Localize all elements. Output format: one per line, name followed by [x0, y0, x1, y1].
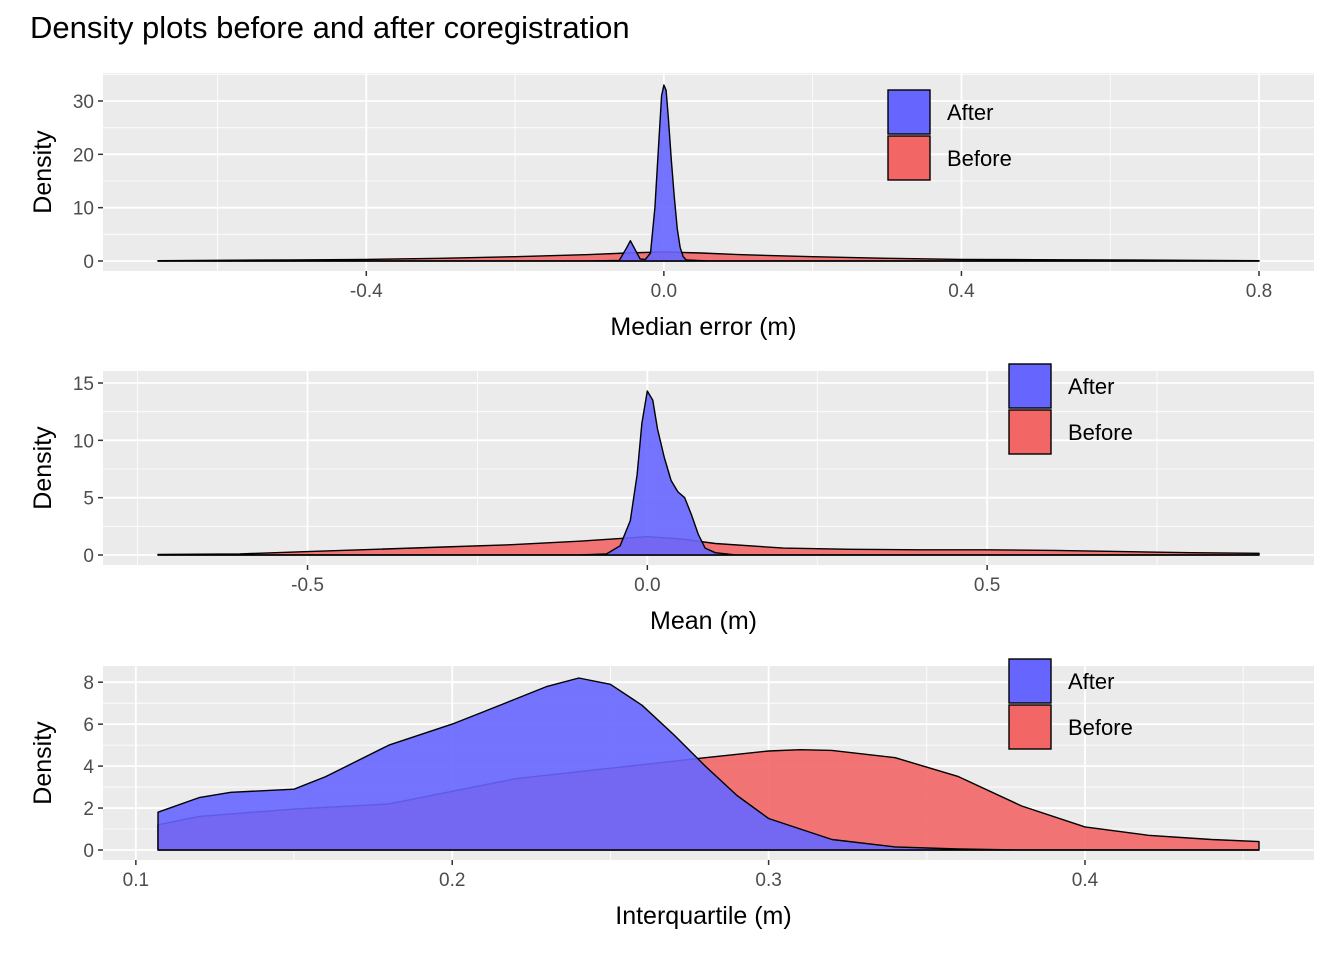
chart-panel-3: 0.1 0.2 0.3 0.4 0 2 4 6 8 Interquartile (m) Densit…: [29, 658, 1314, 930]
y-tick-label: 5: [83, 489, 94, 510]
y-tick-label: 30: [73, 92, 94, 113]
x-tick-label: 0.3: [755, 870, 781, 891]
legend-label-before: Before: [1068, 715, 1133, 740]
y-tick-label: 20: [73, 145, 94, 166]
legend-key-before: [1008, 704, 1052, 750]
legend-label-before: Before: [947, 146, 1012, 171]
legend-key-after: [1008, 658, 1052, 704]
density-area-after: [157, 677, 1260, 851]
density-area-after: [157, 84, 1260, 262]
y-tick-label: 8: [83, 673, 94, 694]
legend-key-before: [887, 135, 931, 181]
x-axis-title: Interquartile (m): [615, 902, 791, 930]
legend-label-after: After: [947, 100, 993, 125]
x-tick-label: -0.5: [291, 575, 324, 596]
y-tick-label: 0: [83, 546, 94, 567]
panel-background: [103, 371, 1314, 565]
legend-key-after: [887, 89, 931, 135]
density-area-before: [157, 251, 1260, 262]
x-tick-label: 0.1: [123, 870, 149, 891]
legend-key-after: [1008, 363, 1052, 409]
x-tick-label: -0.4: [350, 281, 383, 302]
y-tick-label: 10: [73, 199, 94, 220]
x-tick-label: 0.4: [948, 281, 975, 302]
x-tick-label: 0.4: [1072, 870, 1099, 891]
panel-background: [103, 73, 1314, 271]
x-tick-label: 0.5: [974, 575, 1000, 596]
legend: After Before: [887, 89, 1012, 181]
y-axis-title: Density: [29, 130, 57, 214]
x-axis-title: Mean (m): [650, 607, 757, 635]
chart-panel-2: -0.5 0.0 0.5 0 5 10 15 Mean (m) Density After Befo…: [29, 363, 1314, 635]
x-tick-label: 0.0: [651, 281, 677, 302]
y-axis-title: Density: [29, 721, 57, 805]
y-tick-label: 0: [83, 841, 94, 862]
y-tick-label: 2: [83, 799, 94, 820]
chart-panel-1: -0.4 0.0 0.4 0.8 0 10 20 30 Median error (m) Dens…: [29, 73, 1314, 341]
x-axis-title: Median error (m): [610, 313, 796, 341]
legend: After Before: [1008, 658, 1133, 750]
x-tick-label: 0.2: [439, 870, 465, 891]
legend-key-before: [1008, 409, 1052, 455]
x-tick-label: 0.0: [634, 575, 660, 596]
y-tick-label: 15: [73, 374, 94, 395]
y-axis-title: Density: [29, 426, 57, 510]
legend-label-after: After: [1068, 374, 1114, 399]
legend: After Before: [1008, 363, 1133, 455]
y-tick-label: 0: [83, 252, 94, 273]
legend-label-after: After: [1068, 669, 1114, 694]
y-tick-label: 10: [73, 431, 94, 452]
y-tick-label: 6: [83, 715, 94, 736]
legend-label-before: Before: [1068, 420, 1133, 445]
y-tick-label: 4: [83, 757, 94, 778]
chart-title: Density plots before and after coregistr…: [30, 10, 630, 45]
x-tick-label: 0.8: [1246, 281, 1272, 302]
density-area-after: [157, 390, 1260, 556]
